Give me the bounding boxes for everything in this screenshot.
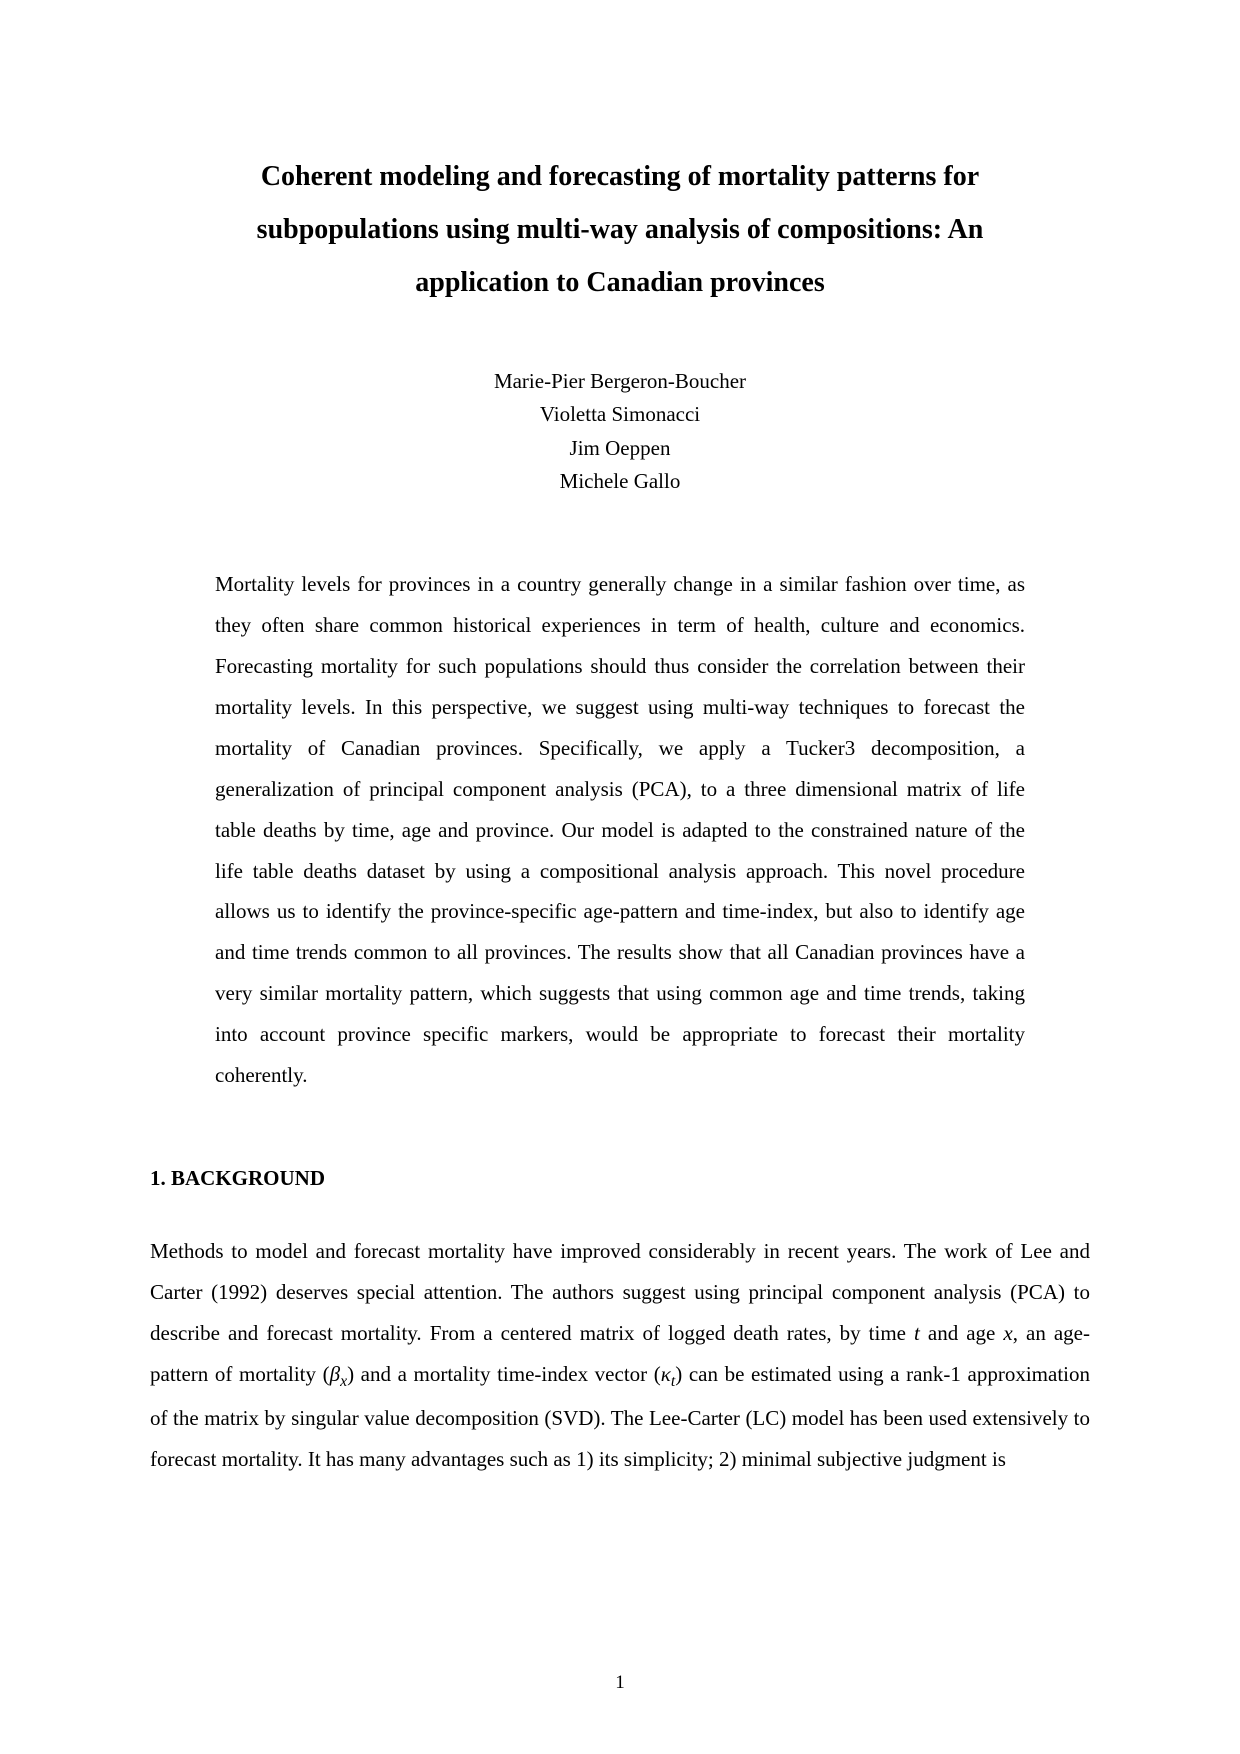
kappa-symbol: κ: [661, 1362, 671, 1386]
author-name: Michele Gallo: [150, 465, 1090, 499]
body-text: ) and a mortality time-index vector (: [347, 1362, 661, 1386]
title-line-2: subpopulations using multi-way analysis …: [257, 214, 984, 245]
abstract-text: Mortality levels for provinces in a coun…: [215, 564, 1025, 1096]
title-line-3: application to Canadian provinces: [415, 267, 824, 298]
section-heading-background: 1. BACKGROUND: [150, 1166, 1090, 1191]
author-name: Jim Oeppen: [150, 432, 1090, 466]
body-text: and age: [920, 1321, 1004, 1345]
author-name: Marie-Pier Bergeron-Boucher: [150, 365, 1090, 399]
background-paragraph: Methods to model and forecast mortality …: [150, 1231, 1090, 1480]
paper-title: Coherent modeling and forecasting of mor…: [150, 150, 1090, 310]
author-name: Violetta Simonacci: [150, 398, 1090, 432]
author-list: Marie-Pier Bergeron-Boucher Violetta Sim…: [150, 365, 1090, 499]
title-line-1: Coherent modeling and forecasting of mor…: [261, 161, 979, 192]
beta-subscript: x: [340, 1373, 347, 1390]
variable-x: x: [1003, 1321, 1012, 1345]
beta-symbol: β: [330, 1362, 340, 1386]
page-number: 1: [0, 1672, 1240, 1694]
